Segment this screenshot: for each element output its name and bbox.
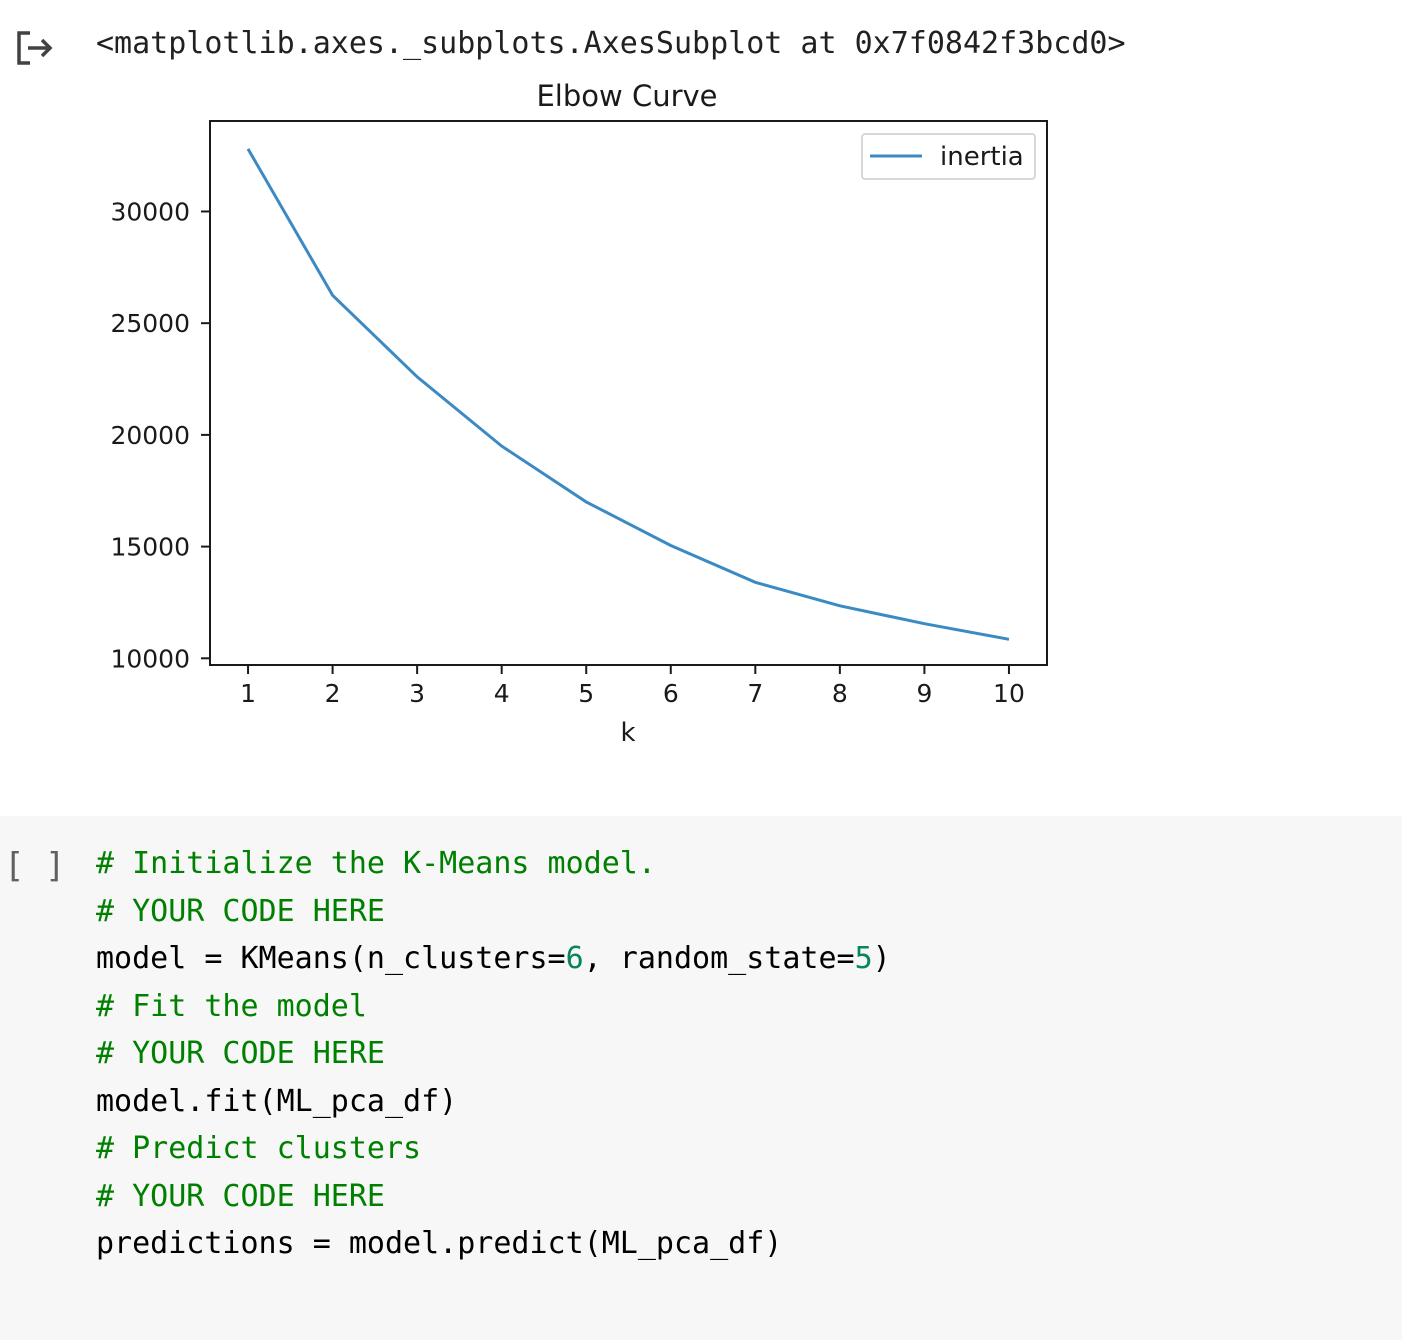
code-token: , random_state= bbox=[583, 941, 855, 976]
x-tick-label: 5 bbox=[578, 679, 594, 708]
code-line[interactable]: # YOUR CODE HERE bbox=[96, 1173, 891, 1221]
code-line[interactable]: model = KMeans(n_clusters=6, random_stat… bbox=[96, 935, 891, 983]
code-line[interactable]: predictions = model.predict(ML_pca_df) bbox=[96, 1220, 891, 1268]
x-tick-label: 10 bbox=[993, 679, 1025, 708]
x-axis-label: k bbox=[620, 718, 635, 748]
code-token: predictions = model.predict(ML_pca_df) bbox=[96, 1226, 783, 1261]
code-cell[interactable]: [ ] # Initialize the K-Means model. # YOU… bbox=[0, 816, 1402, 1340]
output-repr-text: <matplotlib.axes._subplots.AxesSubplot a… bbox=[96, 26, 1126, 61]
code-line[interactable]: # Initialize the K-Means model. bbox=[96, 840, 891, 888]
y-tick-label: 20000 bbox=[110, 421, 190, 450]
code-token: ) bbox=[872, 941, 891, 976]
legend-box bbox=[861, 133, 1036, 180]
x-tick-label: 6 bbox=[663, 679, 679, 708]
cell-output: <matplotlib.axes._subplots.AxesSubplot a… bbox=[0, 26, 1126, 770]
code-line[interactable]: # Fit the model bbox=[96, 983, 891, 1031]
y-tick-label: 10000 bbox=[110, 644, 190, 673]
code-line[interactable]: # YOUR CODE HERE bbox=[96, 1030, 891, 1078]
code-token: model.fit(ML_pca_df) bbox=[96, 1083, 458, 1119]
code-line[interactable]: # Predict clusters bbox=[96, 1125, 891, 1173]
x-tick-label: 4 bbox=[494, 679, 510, 708]
code-comment: # YOUR CODE HERE bbox=[96, 1036, 385, 1071]
x-tick-label: 7 bbox=[747, 679, 763, 708]
series-line-inertia bbox=[246, 148, 1010, 641]
output-arrow-icon[interactable] bbox=[16, 30, 56, 66]
code-number: 6 bbox=[565, 941, 584, 976]
code-comment: # Fit the model bbox=[96, 988, 367, 1024]
x-tick-label: 2 bbox=[325, 679, 341, 708]
y-tick-label: 25000 bbox=[110, 309, 190, 338]
code-comment: # YOUR CODE HERE bbox=[96, 1178, 385, 1214]
code-comment: # Predict clusters bbox=[96, 1131, 422, 1166]
x-tick-label: 9 bbox=[916, 679, 932, 708]
x-tick-label: 3 bbox=[409, 679, 425, 708]
legend: inertia bbox=[861, 133, 1036, 180]
code-token: model = KMeans(n_clusters= bbox=[96, 941, 566, 976]
y-tick-label: 30000 bbox=[110, 197, 190, 226]
elbow-chart: Elbow Curve 1 2 3 4 5 6 7 8 9 10 10000 15000 20000 25… bbox=[0, 70, 1100, 770]
run-cell-button[interactable]: [ ] bbox=[4, 846, 66, 886]
code-comment: # Initialize the K-Means model. bbox=[96, 846, 656, 881]
x-tick-label: 8 bbox=[832, 679, 848, 708]
chart-svg: Elbow Curve 1 2 3 4 5 6 7 8 9 10 10000 15000 20000 25… bbox=[110, 79, 1048, 748]
chart-title: Elbow Curve bbox=[536, 79, 717, 113]
code-comment: # YOUR CODE HERE bbox=[96, 893, 385, 929]
x-tick-label: 1 bbox=[240, 679, 256, 708]
code-line[interactable]: # YOUR CODE HERE bbox=[96, 888, 891, 936]
code-number: 5 bbox=[854, 941, 873, 976]
code-editor[interactable]: # Initialize the K-Means model. # YOUR CO… bbox=[96, 840, 891, 1268]
y-tick-label: 15000 bbox=[110, 533, 190, 562]
plot-frame bbox=[209, 120, 1048, 666]
legend-label: inertia bbox=[940, 142, 1024, 172]
code-line[interactable]: model.fit(ML_pca_df) bbox=[96, 1078, 891, 1126]
